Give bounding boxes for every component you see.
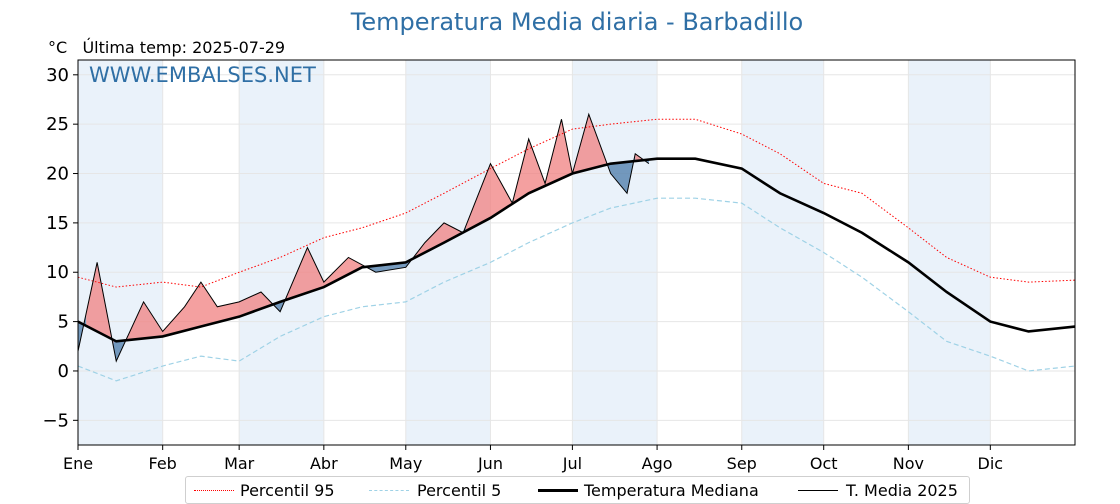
x-tick-label: Nov — [893, 454, 924, 473]
legend-label-current: T. Media 2025 — [846, 481, 958, 500]
y-axis-ticks: −5 0 5 10 15 20 25 30 — [42, 65, 78, 432]
y-tick-label: 30 — [46, 65, 69, 86]
y-tick-label: 15 — [46, 213, 69, 234]
anomaly-fills — [78, 114, 649, 361]
y-tick-label: −5 — [42, 410, 69, 431]
x-tick-label: Ago — [642, 454, 673, 473]
x-tick-label: Sep — [727, 454, 757, 473]
x-tick-label: May — [389, 454, 422, 473]
month-band — [78, 60, 163, 445]
watermark: WWW.EMBALSES.NET — [89, 63, 316, 87]
legend-label-p5: Percentil 5 — [417, 481, 501, 500]
x-tick-label: Feb — [149, 454, 177, 473]
x-tick-label: Oct — [810, 454, 838, 473]
x-tick-label: Jul — [562, 454, 582, 473]
x-tick-label: Mar — [224, 454, 255, 473]
x-tick-label: Abr — [310, 454, 338, 473]
x-tick-label: Jun — [477, 454, 503, 473]
y-tick-label: 25 — [46, 114, 69, 135]
legend-label-median: Temperatura Mediana — [584, 481, 759, 500]
legend-swatch-current — [798, 490, 838, 491]
x-axis-ticks: Ene Feb Mar Abr May Jun Jul Ago Sep Oct Nov Dic — [63, 445, 1003, 473]
month-bands — [78, 60, 990, 445]
month-band — [742, 60, 824, 445]
month-band — [908, 60, 990, 445]
y-tick-label: 20 — [46, 164, 69, 185]
legend-swatch-median — [538, 489, 578, 492]
month-band — [572, 60, 657, 445]
y-tick-label: 0 — [58, 361, 69, 382]
y-tick-label: 5 — [58, 312, 69, 333]
x-tick-label: Dic — [978, 454, 1004, 473]
legend-swatch-p5 — [369, 490, 409, 491]
y-tick-label: 10 — [46, 262, 69, 283]
month-band — [239, 60, 324, 445]
legend-swatch-p95 — [194, 490, 234, 491]
x-tick-label: Ene — [63, 454, 93, 473]
legend-label-p95: Percentil 95 — [240, 481, 335, 500]
